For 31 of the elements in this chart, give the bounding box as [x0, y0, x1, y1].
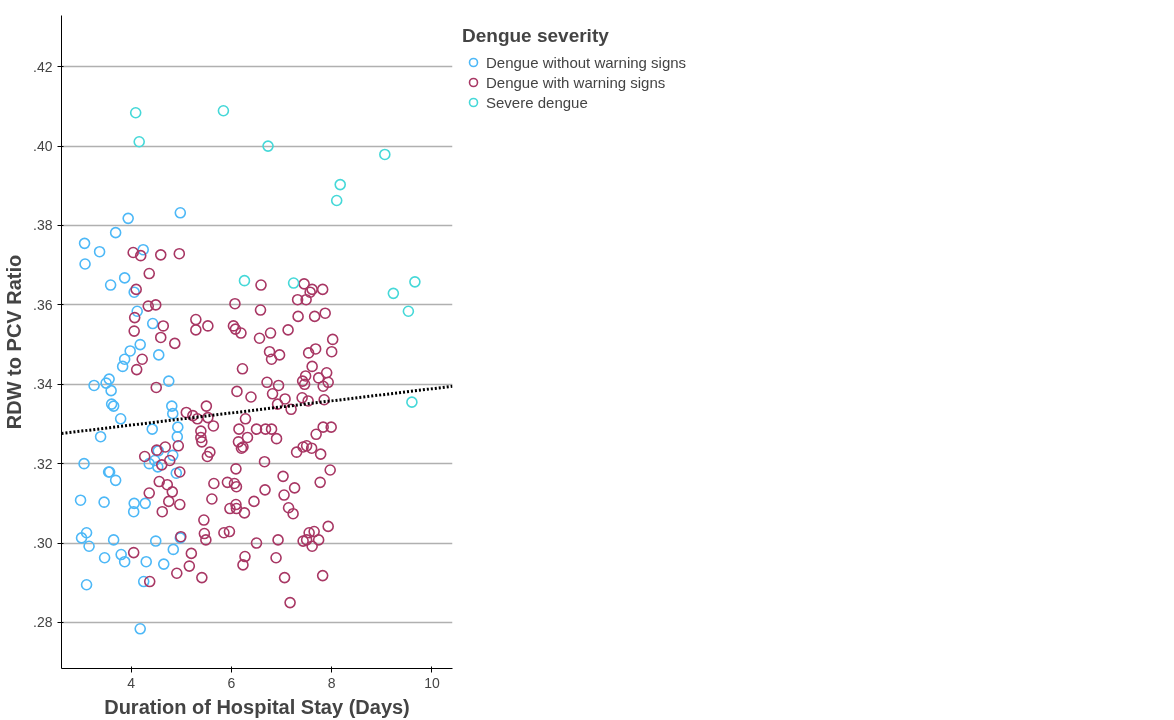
point	[217, 104, 230, 117]
point	[387, 287, 400, 300]
y-tick-label: .38	[33, 217, 53, 234]
point	[334, 178, 347, 191]
y-tick-label: .30	[33, 535, 53, 552]
point	[330, 194, 343, 207]
y-tick-label: .32	[33, 455, 53, 472]
point	[133, 135, 145, 148]
y-axis-title: RDW to PCV Ratio	[3, 254, 26, 430]
point	[406, 396, 418, 408]
point	[238, 274, 251, 287]
x-tick-label: 4	[127, 674, 136, 691]
legend-title: Dengue severity	[462, 25, 610, 47]
point	[409, 276, 421, 288]
x-axis-title: Duration of Hospital Stay (Days)	[104, 695, 410, 718]
y-tick-label: .28	[33, 614, 53, 631]
x-tick-label: 6	[227, 674, 236, 691]
point	[379, 148, 391, 161]
point	[262, 140, 274, 152]
x-tick-label: 8	[327, 674, 336, 691]
point	[287, 277, 300, 289]
y-tick-label: .36	[33, 296, 53, 313]
x-tick-label: 10	[424, 674, 440, 691]
y-tick-label: .42	[33, 58, 53, 75]
legend-label: Dengue with warning signs	[486, 73, 666, 91]
point	[129, 106, 142, 119]
legend-label: Dengue without warning signs	[486, 53, 687, 71]
legend-label: Severe dengue	[486, 93, 588, 111]
point	[402, 305, 415, 318]
y-tick-label: .40	[33, 138, 53, 155]
y-tick-label: .34	[33, 376, 53, 393]
